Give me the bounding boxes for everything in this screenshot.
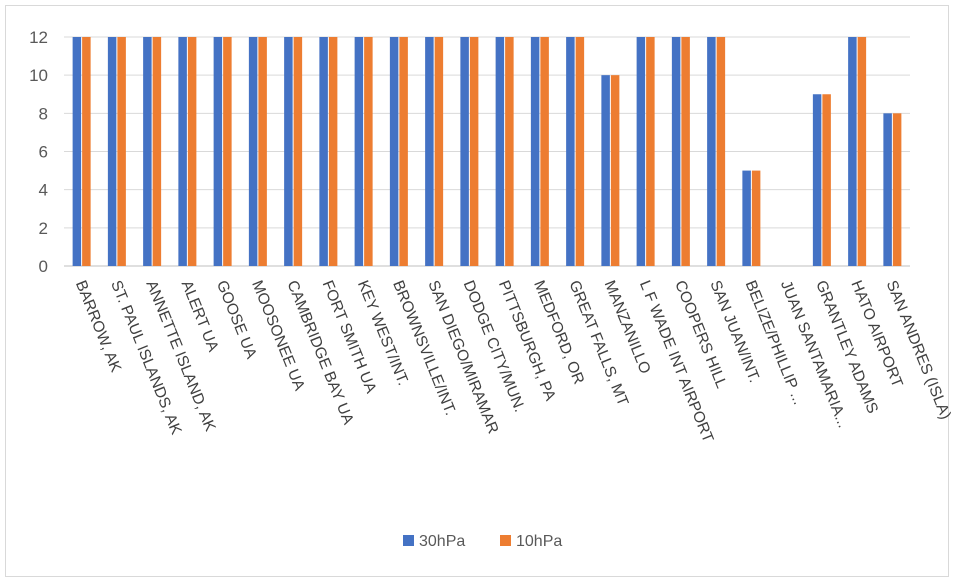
bar-10hpa bbox=[540, 37, 549, 266]
bar-30hpa bbox=[389, 37, 399, 266]
y-tick-label: 6 bbox=[39, 143, 48, 162]
bar-30hpa bbox=[636, 37, 646, 266]
bar-30hpa bbox=[213, 37, 223, 266]
bar-30hpa bbox=[601, 75, 610, 267]
bar-30hpa bbox=[848, 37, 857, 266]
legend-label-10hpa: 10hPa bbox=[516, 533, 562, 550]
bar-10hpa bbox=[505, 37, 514, 266]
bar-10hpa bbox=[646, 37, 655, 266]
bar-30hpa bbox=[883, 113, 892, 266]
bar-30hpa bbox=[319, 37, 328, 266]
bar-30hpa bbox=[742, 170, 751, 266]
y-tick-label: 2 bbox=[39, 219, 48, 238]
bar-10hpa bbox=[434, 37, 444, 266]
legend-label-30hpa: 30hPa bbox=[419, 533, 465, 550]
bar-30hpa bbox=[107, 37, 117, 266]
bar-10hpa bbox=[892, 113, 902, 266]
y-tick-label: 0 bbox=[39, 257, 48, 276]
y-axis-ticks: 0 2 4 6 8 10 12 bbox=[29, 28, 48, 276]
bar-10hpa bbox=[469, 37, 479, 266]
bar-30hpa bbox=[495, 37, 505, 266]
bar-10hpa bbox=[751, 170, 761, 266]
bar-10hpa bbox=[681, 37, 690, 266]
y-tick-label: 8 bbox=[39, 104, 48, 123]
bar-10hpa bbox=[223, 37, 232, 266]
bar-10hpa bbox=[610, 75, 620, 267]
bar-30hpa bbox=[354, 37, 364, 266]
legend-swatch-10hpa bbox=[500, 535, 511, 546]
legend-swatch-30hpa bbox=[403, 535, 414, 546]
x-category-label: SAN ANDRES (ISLA) bbox=[883, 278, 954, 422]
bar-10hpa bbox=[293, 37, 303, 266]
bar-10hpa bbox=[328, 37, 338, 266]
bar-10hpa bbox=[716, 37, 726, 266]
bar-30hpa bbox=[425, 37, 434, 266]
bar-30hpa bbox=[812, 94, 822, 266]
bar-10hpa bbox=[822, 94, 831, 266]
bar-10hpa bbox=[187, 37, 197, 266]
bar-30hpa bbox=[284, 37, 293, 266]
bar-30hpa bbox=[671, 37, 681, 266]
y-tick-label: 4 bbox=[39, 181, 48, 200]
bar-10hpa bbox=[117, 37, 126, 266]
bars bbox=[72, 37, 902, 267]
y-tick-label: 12 bbox=[29, 28, 48, 47]
bar-10hpa bbox=[258, 37, 267, 266]
bar-10hpa bbox=[575, 37, 585, 266]
bar-10hpa bbox=[152, 37, 162, 266]
legend: 30hPa 10hPa bbox=[403, 533, 562, 550]
bar-10hpa bbox=[82, 37, 91, 266]
gridlines bbox=[64, 36, 910, 267]
bar-30hpa bbox=[178, 37, 187, 266]
bar-30hpa bbox=[707, 37, 716, 266]
bar-30hpa bbox=[566, 37, 575, 266]
bar-10hpa bbox=[857, 37, 867, 266]
bar-30hpa bbox=[530, 37, 540, 266]
bar-10hpa bbox=[399, 37, 408, 266]
bar-10hpa bbox=[364, 37, 373, 266]
y-tick-label: 10 bbox=[29, 66, 48, 85]
bar-30hpa bbox=[143, 37, 152, 266]
bar-30hpa bbox=[460, 37, 469, 266]
bar-30hpa bbox=[248, 37, 258, 266]
bar-30hpa bbox=[72, 37, 82, 266]
